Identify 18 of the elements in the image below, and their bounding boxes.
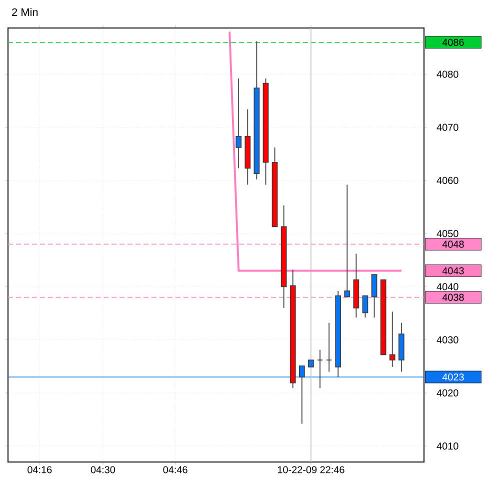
- x-tick-label: 04:16: [28, 466, 52, 474]
- y-tick-label: 4060: [436, 176, 458, 184]
- x-tick-label: 04:46: [163, 466, 188, 474]
- y-tick-label: 4020: [436, 389, 458, 396]
- y-tick-label: 4070: [436, 124, 458, 131]
- y-tick-label: 4010: [436, 442, 458, 450]
- text: 4043: [442, 267, 464, 274]
- ref-line-label: 4038: [442, 294, 464, 301]
- x-tick-label: 10-22-09 22:46: [278, 466, 344, 474]
- chart-title: 2 Min: [12, 8, 38, 16]
- ref-line-label: 4048: [442, 240, 464, 248]
- ref-line-label: 4086: [442, 38, 464, 46]
- y-tick-label: 4050: [436, 230, 458, 238]
- y-tick-label: 4040: [436, 283, 458, 290]
- y-tick-label: 4080: [436, 70, 458, 78]
- ref-line-label: 4023: [442, 373, 464, 381]
- y-tick-label: 4030: [436, 336, 458, 344]
- x-tick-label: 04:30: [90, 466, 116, 474]
